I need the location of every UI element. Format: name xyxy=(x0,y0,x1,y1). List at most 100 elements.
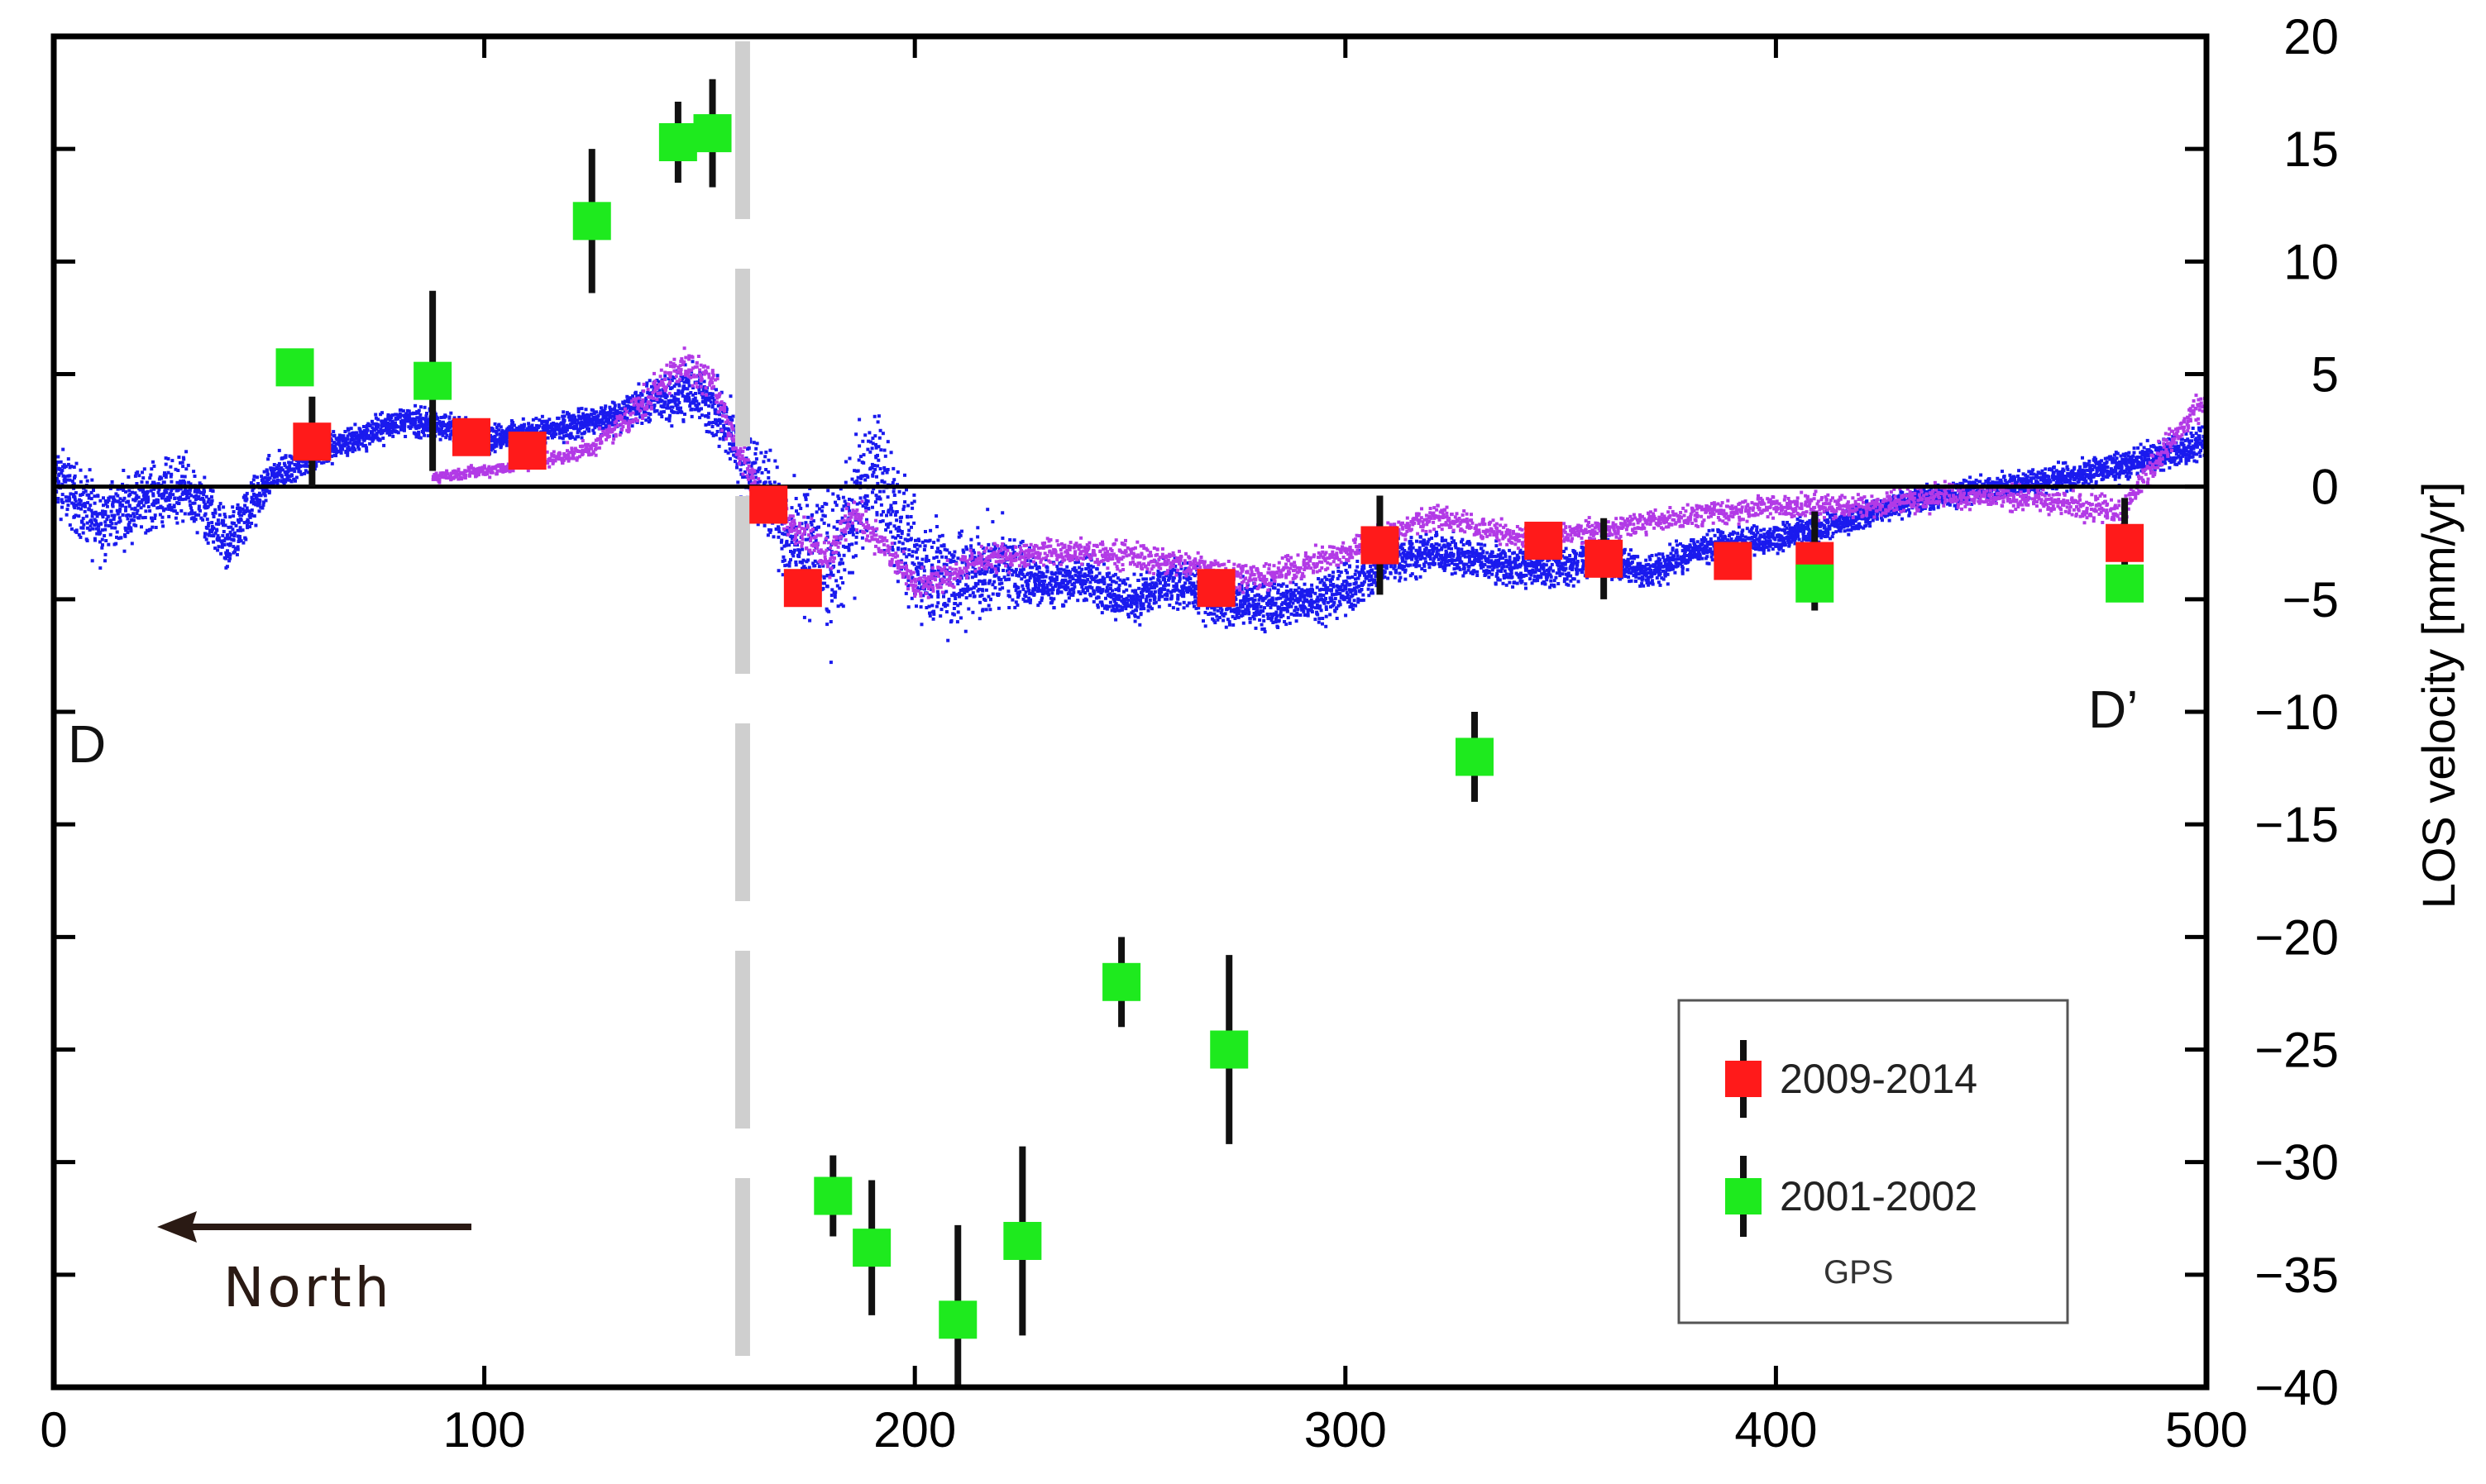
insar-point-blue xyxy=(343,437,347,441)
insar-point-blue xyxy=(836,570,840,574)
insar-point-blue xyxy=(275,474,279,478)
insar-point-blue xyxy=(697,402,700,406)
insar-point-blue xyxy=(126,531,130,535)
insar-point-blue xyxy=(81,526,85,530)
insar-point-blue xyxy=(60,468,65,472)
insar-point-blue xyxy=(810,531,813,535)
insar-point-blue xyxy=(1259,608,1263,613)
insar-point-blue xyxy=(961,548,965,552)
insar-point-blue xyxy=(449,411,453,415)
insar-point-blue xyxy=(244,494,248,498)
insar-point-blue xyxy=(866,499,870,503)
insar-point-blue xyxy=(193,489,197,494)
insar-point-blue xyxy=(1139,604,1143,608)
insar-point-blue xyxy=(236,507,239,510)
insar-point-blue xyxy=(906,584,911,588)
insar-point-blue xyxy=(128,493,132,496)
insar-point-blue xyxy=(91,527,95,531)
insar-point-blue xyxy=(134,497,138,501)
insar-point-blue xyxy=(620,407,624,411)
insar-point-blue xyxy=(255,494,259,498)
insar-point-blue xyxy=(246,524,249,527)
insar-point-blue xyxy=(151,519,155,523)
insar-point-blue xyxy=(228,530,232,534)
insar-point-blue xyxy=(391,434,395,438)
insar-point-blue xyxy=(277,448,281,452)
insar-point-blue xyxy=(1052,578,1056,582)
insar-point-blue xyxy=(352,441,356,445)
insar-point-blue xyxy=(210,521,214,525)
insar-point-blue xyxy=(409,420,413,424)
insar-point-blue xyxy=(787,561,791,565)
insar-point-blue xyxy=(881,519,885,523)
insar-point-blue xyxy=(767,476,771,480)
insar-point-blue xyxy=(565,411,569,415)
insar-point-blue xyxy=(417,419,421,423)
insar-point-blue xyxy=(601,427,605,430)
insar-point-blue xyxy=(917,581,921,585)
insar-point-blue xyxy=(557,422,561,427)
insar-point-blue xyxy=(1266,614,1270,618)
insar-point-blue xyxy=(959,602,963,606)
insar-point-blue xyxy=(871,505,874,509)
insar-point-blue xyxy=(531,427,535,431)
insar-point-blue xyxy=(1182,594,1186,599)
insar-point-blue xyxy=(283,470,287,474)
insar-point-blue xyxy=(1106,589,1110,593)
insar-point-blue xyxy=(739,472,743,476)
insar-point-blue xyxy=(505,436,509,440)
insar-point-blue xyxy=(222,539,227,543)
insar-point-blue xyxy=(552,421,556,425)
insar-point-blue xyxy=(257,491,261,495)
insar-point-blue xyxy=(686,380,691,384)
insar-point-blue xyxy=(796,512,800,516)
insar-point-blue xyxy=(162,492,166,496)
insar-point-blue xyxy=(993,564,997,568)
insar-point-blue xyxy=(84,475,88,479)
insar-point-blue xyxy=(540,422,544,426)
insar-point-blue xyxy=(584,408,588,412)
insar-point-blue xyxy=(167,508,171,511)
insar-point-blue xyxy=(143,495,147,499)
insar-point-blue xyxy=(848,520,852,524)
insar-point-blue xyxy=(895,518,899,523)
insar-point-blue xyxy=(1163,587,1167,591)
insar-point-blue xyxy=(273,480,277,484)
insar-point-blue xyxy=(827,609,831,613)
insar-point-blue xyxy=(117,516,122,520)
insar-point-blue xyxy=(1276,583,1280,587)
insar-point-blue xyxy=(662,405,666,409)
insar-point-blue xyxy=(1069,592,1073,596)
insar-point-blue xyxy=(705,430,709,433)
insar-point-blue xyxy=(1035,573,1039,577)
insar-point-blue xyxy=(1162,584,1166,588)
insar-point-blue xyxy=(729,418,733,422)
insar-point-blue xyxy=(572,427,576,431)
insar-point-blue xyxy=(1279,610,1283,613)
insar-point-blue xyxy=(1083,572,1087,576)
insar-point-blue xyxy=(238,506,242,510)
insar-point-blue xyxy=(1012,551,1016,556)
insar-point-blue xyxy=(698,416,702,420)
insar-point-blue xyxy=(587,417,591,421)
insar-point-blue xyxy=(784,543,788,547)
insar-point-blue xyxy=(464,416,468,420)
insar-point-blue xyxy=(1152,593,1156,596)
insar-point-blue xyxy=(718,413,722,417)
insar-point-blue xyxy=(747,446,751,451)
insar-point-blue xyxy=(269,468,273,472)
insar-point-blue xyxy=(918,544,922,548)
insar-point-blue xyxy=(149,489,153,493)
insar-point-blue xyxy=(1212,618,1216,623)
insar-point-blue xyxy=(201,496,204,500)
insar-point-blue xyxy=(799,507,803,510)
insar-point-blue xyxy=(1246,608,1250,612)
insar-point-blue xyxy=(63,465,67,470)
insar-point-blue xyxy=(184,467,189,471)
insar-point-blue xyxy=(1010,568,1014,572)
insar-point-blue xyxy=(989,598,992,602)
insar-point-blue xyxy=(144,500,148,504)
insar-point-blue xyxy=(346,451,350,454)
insar-point-blue xyxy=(272,468,276,472)
insar-point-blue xyxy=(1064,599,1068,604)
